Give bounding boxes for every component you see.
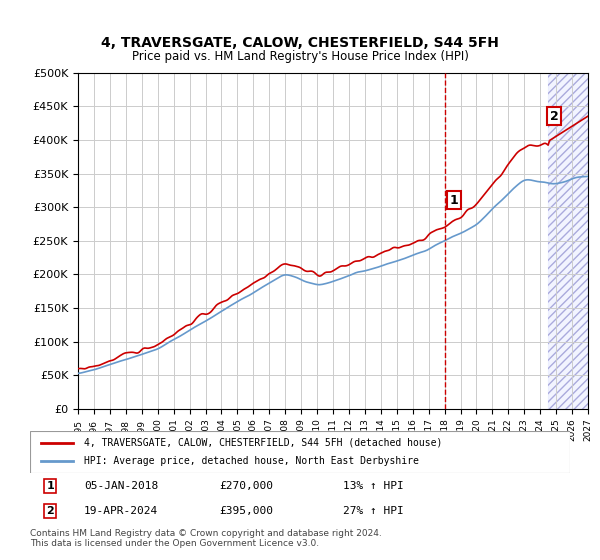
Text: 2: 2 — [550, 110, 559, 123]
Text: HPI: Average price, detached house, North East Derbyshire: HPI: Average price, detached house, Nort… — [84, 456, 419, 466]
Text: 4, TRAVERSGATE, CALOW, CHESTERFIELD, S44 5FH (detached house): 4, TRAVERSGATE, CALOW, CHESTERFIELD, S44… — [84, 438, 442, 448]
Text: £395,000: £395,000 — [219, 506, 273, 516]
Text: This data is licensed under the Open Government Licence v3.0.: This data is licensed under the Open Gov… — [30, 539, 319, 548]
Text: 27% ↑ HPI: 27% ↑ HPI — [343, 506, 404, 516]
Text: 2: 2 — [46, 506, 54, 516]
Text: Price paid vs. HM Land Registry's House Price Index (HPI): Price paid vs. HM Land Registry's House … — [131, 50, 469, 63]
Bar — [548, 73, 588, 409]
FancyBboxPatch shape — [30, 431, 570, 473]
Text: 19-APR-2024: 19-APR-2024 — [84, 506, 158, 516]
Text: 13% ↑ HPI: 13% ↑ HPI — [343, 481, 404, 491]
Text: 4, TRAVERSGATE, CALOW, CHESTERFIELD, S44 5FH: 4, TRAVERSGATE, CALOW, CHESTERFIELD, S44… — [101, 36, 499, 50]
Text: 1: 1 — [449, 194, 458, 207]
Text: 1: 1 — [46, 481, 54, 491]
Text: 05-JAN-2018: 05-JAN-2018 — [84, 481, 158, 491]
Bar — [548, 73, 588, 409]
Text: £270,000: £270,000 — [219, 481, 273, 491]
Text: Contains HM Land Registry data © Crown copyright and database right 2024.: Contains HM Land Registry data © Crown c… — [30, 529, 382, 538]
